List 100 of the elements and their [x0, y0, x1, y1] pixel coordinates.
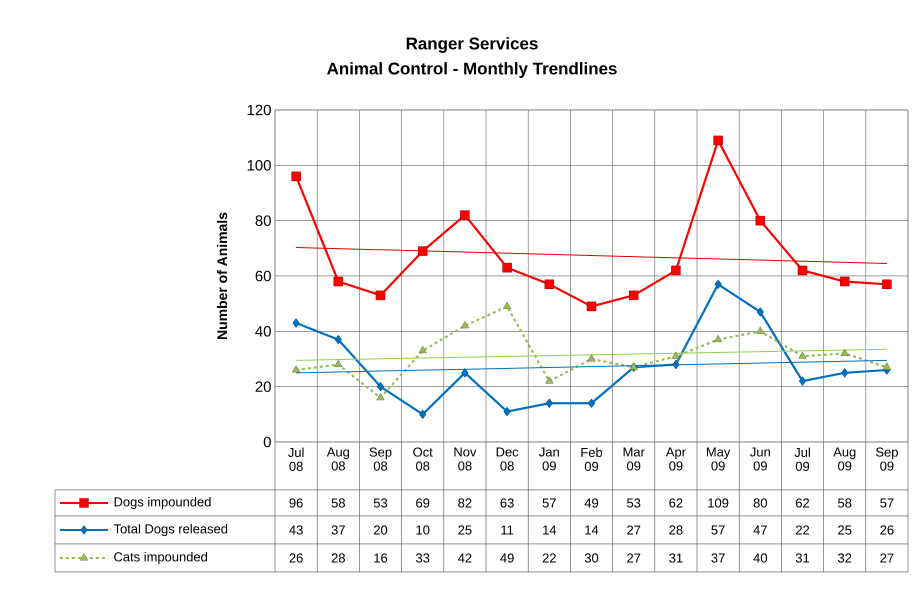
point — [882, 280, 892, 290]
data-label: 27 — [627, 553, 640, 563]
y-tick-label: 0 — [264, 436, 271, 448]
y-tick-label: 60 — [256, 270, 271, 282]
point — [544, 280, 554, 290]
data-label: 63 — [500, 498, 514, 508]
point — [291, 172, 301, 182]
data-label: 40 — [753, 553, 768, 563]
data-label: 58 — [332, 498, 345, 508]
point — [882, 362, 892, 370]
x-tick-label: Dec 08 — [496, 448, 518, 470]
data-label: 57 — [542, 498, 556, 508]
point — [756, 216, 766, 226]
data-label: 32 — [838, 553, 852, 563]
point — [714, 280, 722, 290]
point — [713, 136, 723, 146]
point — [502, 302, 512, 309]
chart-subtitle: Animal Control - Monthly Trendlines — [327, 62, 617, 78]
data-label: 69 — [416, 498, 430, 508]
data-label: 37 — [332, 525, 345, 535]
y-tick-label: 40 — [255, 326, 271, 337]
data-label: 25 — [838, 525, 852, 535]
x-tick-label: Aug 08 — [326, 448, 350, 470]
point — [672, 351, 680, 359]
x-tick-label: Mar 09 — [624, 448, 645, 470]
legend-label: Total Dogs released — [114, 524, 228, 536]
data-label: 22 — [542, 553, 556, 563]
point — [841, 368, 848, 378]
point — [671, 266, 681, 276]
point — [334, 360, 342, 368]
data-label: 33 — [416, 553, 430, 563]
point — [418, 346, 427, 354]
data-label: 80 — [754, 498, 768, 508]
x-tick-label: Sep 08 — [370, 448, 392, 471]
point — [840, 276, 850, 286]
data-label: 26 — [880, 525, 894, 535]
data-label: 96 — [290, 498, 303, 508]
point — [418, 246, 428, 256]
point — [588, 398, 596, 408]
point — [672, 360, 680, 370]
data-label: 25 — [458, 525, 472, 535]
data-label: 16 — [374, 553, 388, 563]
legend-label: Cats impounded — [114, 552, 207, 564]
data-label: 20 — [374, 525, 388, 535]
point — [756, 307, 764, 317]
point — [798, 376, 806, 386]
data-label: 49 — [500, 553, 514, 563]
data-label: 27 — [880, 553, 894, 563]
point — [714, 334, 722, 342]
data-label: 30 — [584, 553, 598, 563]
data-label: 62 — [796, 498, 810, 508]
data-label: 47 — [753, 526, 767, 534]
x-tick-label: Oct 08 — [413, 448, 433, 471]
point — [798, 351, 807, 359]
data-label: 31 — [796, 553, 810, 563]
point — [587, 354, 596, 362]
data-label: 31 — [669, 553, 682, 563]
data-label: 11 — [501, 526, 514, 534]
x-tick-label: Jan 09 — [539, 448, 559, 470]
point — [586, 302, 596, 312]
data-label: 22 — [796, 525, 810, 535]
data-label: 28 — [669, 525, 683, 535]
x-tick-label: Feb 09 — [581, 448, 602, 471]
x-tick-label: May 09 — [706, 448, 730, 470]
point — [460, 210, 470, 220]
point — [292, 318, 300, 328]
data-label: 109 — [708, 498, 728, 508]
data-label: 28 — [332, 553, 345, 563]
point — [546, 398, 553, 408]
data-label: 42 — [458, 553, 472, 563]
data-label: 62 — [669, 498, 682, 508]
point — [376, 382, 384, 392]
data-label: 53 — [374, 498, 388, 508]
point — [630, 362, 638, 370]
x-tick-label: Sep 09 — [876, 448, 898, 471]
point — [756, 326, 764, 334]
data-label: 26 — [290, 553, 303, 563]
point — [798, 266, 808, 276]
data-label: 49 — [584, 498, 598, 508]
x-tick-label: Jul 08 — [288, 448, 304, 471]
data-label: 53 — [627, 498, 640, 508]
point — [502, 262, 512, 272]
y-tick-label: 20 — [256, 381, 271, 392]
point — [628, 290, 638, 300]
data-label: 57 — [880, 498, 894, 508]
x-tick-label: Jun 09 — [750, 448, 770, 470]
legend-label: Dogs impounded — [114, 496, 211, 510]
point — [461, 368, 469, 378]
x-tick-label: Apr 09 — [666, 448, 686, 470]
data-label: 37 — [711, 553, 725, 563]
data-label: 57 — [711, 525, 725, 534]
point — [376, 392, 385, 400]
y-tick-label: 120 — [248, 104, 271, 116]
y-axis-title: Number of Animals — [216, 212, 228, 339]
data-label: 58 — [838, 498, 852, 508]
point — [840, 348, 849, 356]
data-label: 82 — [458, 498, 472, 508]
point — [334, 334, 342, 344]
x-tick-label: Aug 09 — [833, 448, 856, 470]
point — [503, 406, 511, 416]
